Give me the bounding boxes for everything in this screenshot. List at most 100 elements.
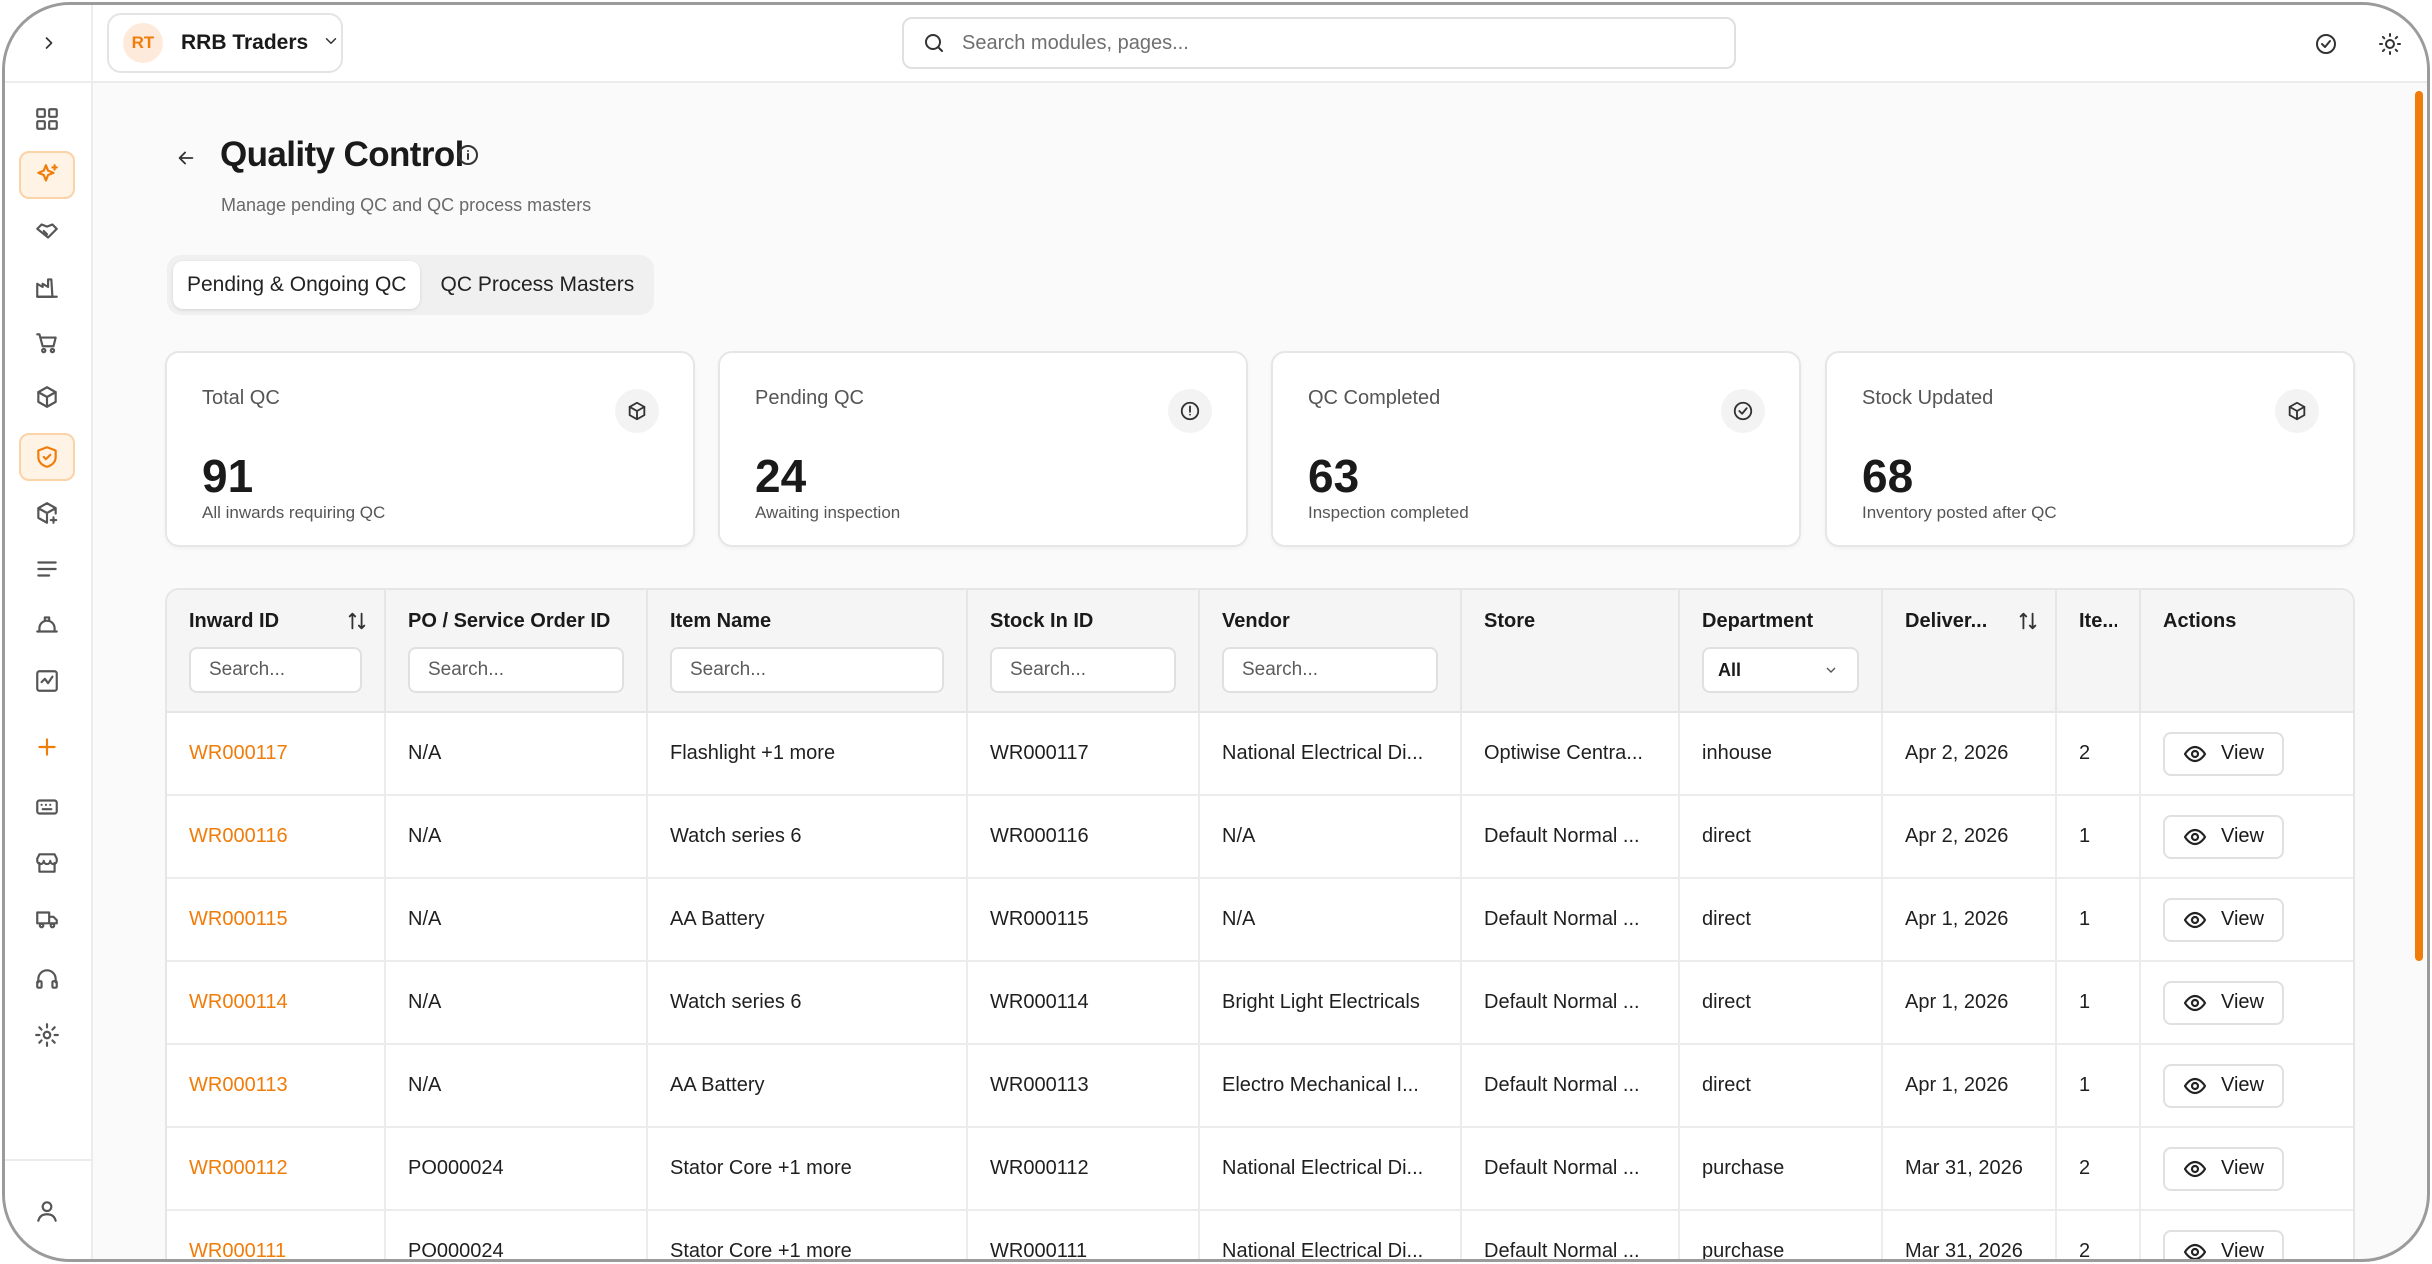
inward-id-cell[interactable]: WR000117 xyxy=(167,712,386,796)
inward-id-cell[interactable]: WR000116 xyxy=(167,795,386,879)
view-button[interactable]: View xyxy=(2163,980,2284,1025)
page-scrollbar[interactable] xyxy=(2415,91,2423,961)
factory-icon xyxy=(36,278,58,298)
actions-cell: View xyxy=(2140,795,2353,879)
sidebar-item-packages[interactable] xyxy=(19,489,75,537)
truck-icon xyxy=(36,911,58,929)
sort-icon[interactable] xyxy=(2017,610,2039,637)
department-cell: direct xyxy=(1679,961,1883,1045)
table-row[interactable]: WR000114 N/A Watch series 6 WR000114 Bright … xyxy=(167,961,2353,1045)
po-id-cell: PO000024 xyxy=(385,1210,648,1259)
stat-value: 68 xyxy=(1862,450,1914,502)
alert-circle-icon xyxy=(1168,389,1212,433)
vendor-cell: Bright Light Electricals xyxy=(1199,961,1462,1045)
items-count-cell: 2 xyxy=(2056,1210,2141,1259)
item-name-cell: Stator Core +1 more xyxy=(647,1210,968,1259)
keyboard-icon xyxy=(36,799,58,815)
sidebar-item-reports[interactable] xyxy=(19,545,75,593)
organization-switcher[interactable]: RT RRB Traders xyxy=(107,13,343,73)
view-button-label: View xyxy=(2221,1074,2264,1096)
inward-id-filter-input[interactable] xyxy=(189,647,362,693)
sidebar-item-dashboard[interactable] xyxy=(19,95,75,143)
sidebar-item-factory[interactable] xyxy=(19,263,75,311)
items-count-cell: 2 xyxy=(2056,712,2141,796)
stat-description: Inspection completed xyxy=(1308,503,1469,522)
tab-qc-process-masters[interactable]: QC Process Masters xyxy=(440,273,635,296)
arrow-left-icon xyxy=(178,151,194,165)
view-button[interactable]: View xyxy=(2163,1063,2284,1108)
org-avatar: RT xyxy=(123,23,163,63)
inward-id-cell[interactable]: WR000112 xyxy=(167,1127,386,1211)
table-row[interactable]: WR000117 N/A Flashlight +1 more WR000117 Nat… xyxy=(167,712,2353,796)
tab-pending-ongoing-qc[interactable]: Pending & Ongoing QC xyxy=(173,261,421,309)
tasks-button[interactable] xyxy=(2311,29,2341,59)
sidebar-item-analytics[interactable] xyxy=(19,657,75,705)
stat-label: Total QC xyxy=(202,387,280,409)
sidebar-item-support[interactable] xyxy=(19,955,75,1003)
sidebar-expand-button[interactable] xyxy=(5,5,93,83)
view-button[interactable]: View xyxy=(2163,1229,2284,1259)
sidebar-item-ai[interactable] xyxy=(19,151,75,199)
delivery-date-cell: Apr 2, 2026 xyxy=(1882,795,2057,879)
vendor-filter-input[interactable] xyxy=(1222,647,1438,693)
chevron-down-icon xyxy=(322,32,340,55)
hard-hat-icon xyxy=(36,616,58,633)
table-row[interactable]: WR000111 PO000024 Stator Core +1 more WR000… xyxy=(167,1210,2353,1259)
table-row[interactable]: WR000112 PO000024 Stator Core +1 more WR000… xyxy=(167,1127,2353,1211)
department-cell: purchase xyxy=(1679,1210,1883,1259)
user-profile-button[interactable] xyxy=(19,1187,75,1235)
department-filter-select[interactable]: All xyxy=(1702,647,1859,693)
info-icon[interactable] xyxy=(456,143,480,172)
page-subtitle: Manage pending QC and QC process masters xyxy=(221,195,592,215)
inward-id-cell[interactable]: WR000115 xyxy=(167,878,386,962)
view-button[interactable]: View xyxy=(2163,814,2284,859)
plus-icon xyxy=(38,738,56,756)
table-row[interactable]: WR000115 N/A AA Battery WR000115 N/A Default … xyxy=(167,878,2353,962)
chevron-down-icon xyxy=(1826,667,1836,673)
po-id-cell: N/A xyxy=(385,961,648,1045)
item-name-filter-input[interactable] xyxy=(670,647,944,693)
sidebar-item-keyboard[interactable] xyxy=(19,783,75,831)
inward-id-cell[interactable]: WR000111 xyxy=(167,1210,386,1259)
search-input[interactable] xyxy=(962,31,1722,55)
stock-in-id-filter-input[interactable] xyxy=(990,647,1176,693)
back-button[interactable] xyxy=(171,143,201,173)
actions-cell: View xyxy=(2140,878,2353,962)
headphones-icon xyxy=(36,969,58,989)
sidebar-item-purchase[interactable] xyxy=(19,319,75,367)
sidebar-item-inventory[interactable] xyxy=(19,373,75,421)
po-id-filter-input[interactable] xyxy=(408,647,624,693)
stat-card-stock-updated: Stock Updated 68 Inventory posted after … xyxy=(1825,351,2355,547)
sidebar-footer xyxy=(5,1159,93,1259)
stat-card-pending-qc: Pending QC 24 Awaiting inspection xyxy=(718,351,1248,547)
table-row[interactable]: WR000116 N/A Watch series 6 WR000116 N/A Defa… xyxy=(167,795,2353,879)
department-filter-value: All xyxy=(1718,659,1742,680)
package-icon xyxy=(615,389,659,433)
inward-id-cell[interactable]: WR000113 xyxy=(167,1044,386,1128)
actions-cell: View xyxy=(2140,1044,2353,1128)
view-button[interactable]: View xyxy=(2163,897,2284,942)
sidebar-item-partners[interactable] xyxy=(19,207,75,255)
view-button[interactable]: View xyxy=(2163,731,2284,776)
table-row[interactable]: WR000113 N/A AA Battery WR000113 Electro Mec… xyxy=(167,1044,2353,1128)
sidebar-item-settings[interactable] xyxy=(19,1011,75,1059)
stat-card-total-qc: Total QC 91 All inwards requiring QC xyxy=(165,351,695,547)
eye-icon xyxy=(2183,745,2207,762)
sidebar-item-delivery[interactable] xyxy=(19,895,75,943)
sidebar-add-button[interactable] xyxy=(19,723,75,771)
sidebar-item-services[interactable] xyxy=(19,601,75,649)
sort-icon[interactable] xyxy=(346,610,368,637)
department-cell: direct xyxy=(1679,795,1883,879)
stock-in-id-cell: WR000112 xyxy=(967,1127,1200,1211)
vendor-cell: National Electrical Di... xyxy=(1199,1210,1462,1259)
theme-toggle-button[interactable] xyxy=(2375,29,2405,59)
inward-id-cell[interactable]: WR000114 xyxy=(167,961,386,1045)
sparkles-icon xyxy=(37,164,58,182)
po-id-cell: N/A xyxy=(385,712,648,796)
column-header-stock-in-id: Stock In ID xyxy=(967,590,1200,713)
sidebar-item-store[interactable] xyxy=(19,839,75,887)
sidebar-item-quality-control[interactable] xyxy=(19,433,75,481)
view-button[interactable]: View xyxy=(2163,1146,2284,1191)
global-search[interactable] xyxy=(902,17,1736,69)
